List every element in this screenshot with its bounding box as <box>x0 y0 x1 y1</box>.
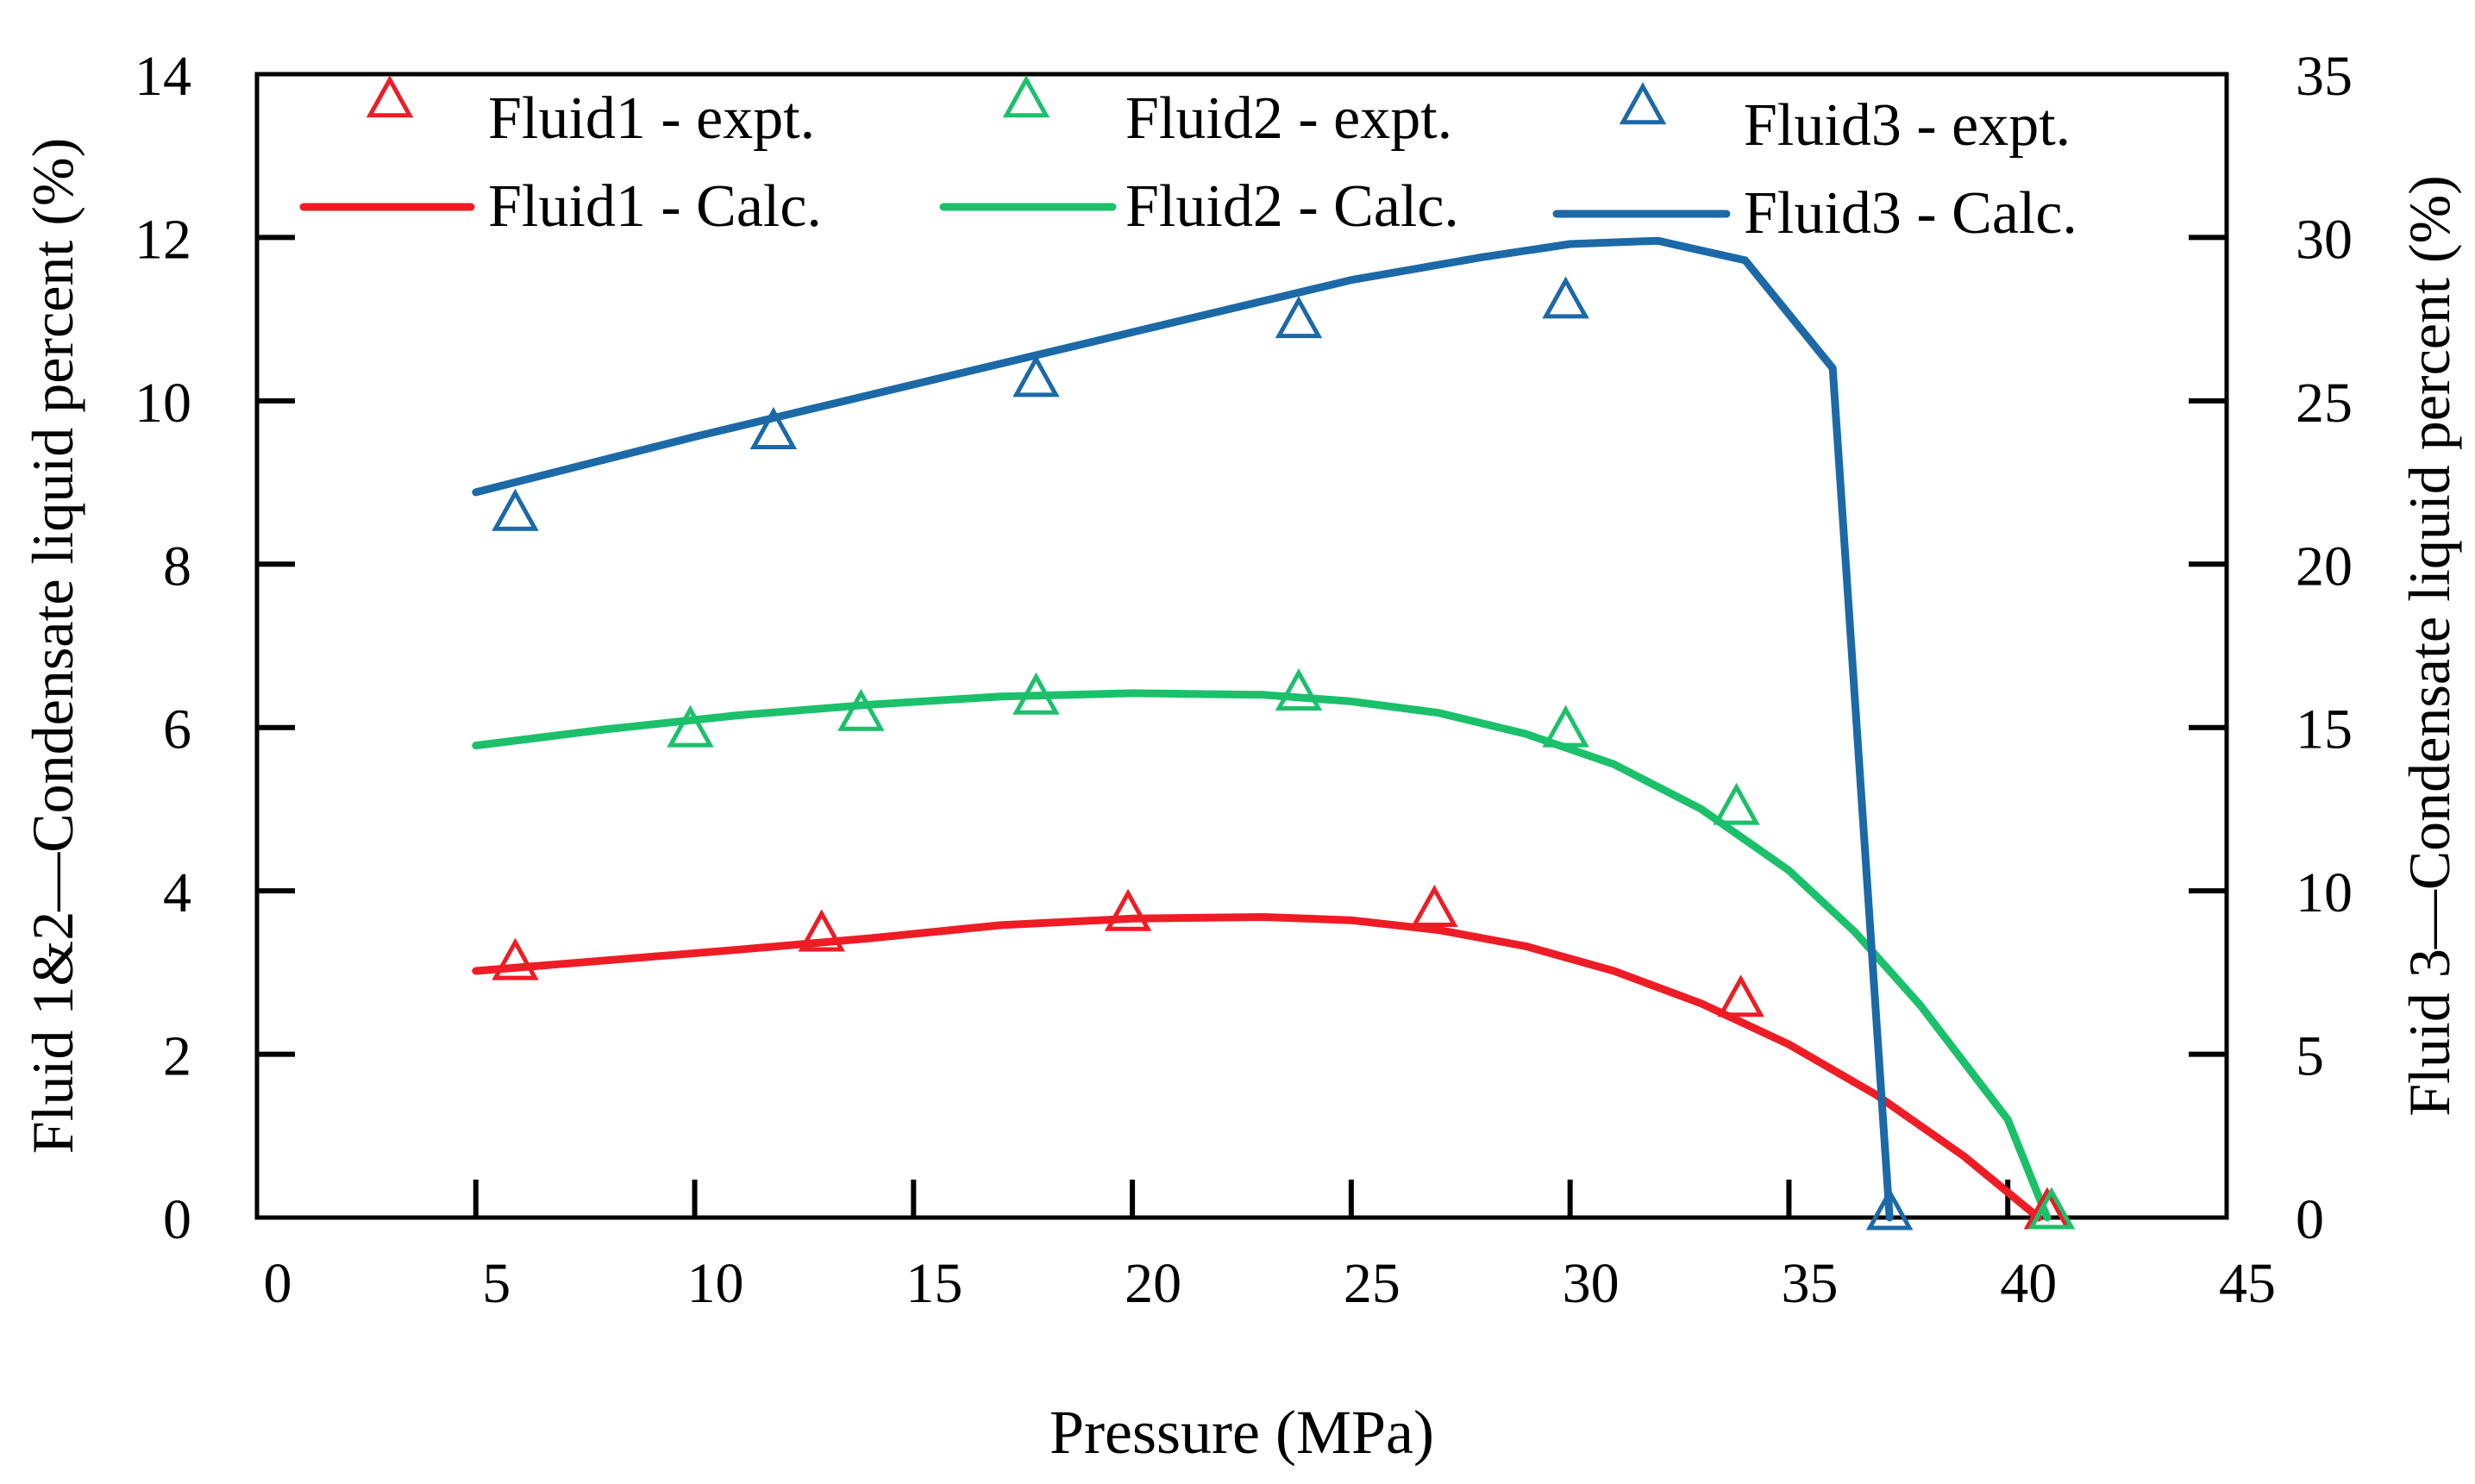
x-tick-label: 40 <box>2000 1252 2057 1315</box>
series-marker-point <box>492 937 539 980</box>
y-left-tick-label: 14 <box>135 45 191 108</box>
series-marker-point <box>667 704 714 748</box>
series-line-5 <box>472 689 2052 1222</box>
series-marker-point <box>1411 885 1458 928</box>
legend-label-calc-3: Fluid3 - Calc. <box>1744 180 2077 247</box>
series-line-4 <box>472 913 2043 1222</box>
x-tick-label: 25 <box>1344 1252 1400 1315</box>
series-line-6 <box>472 236 1894 1222</box>
series-marker-point <box>1275 296 1323 339</box>
x-tick-label: 45 <box>2219 1252 2276 1315</box>
series-marker-point <box>1104 888 1152 931</box>
plot-frame <box>254 72 2229 1220</box>
series-lines <box>472 236 2052 1222</box>
y-right-tick-label: 20 <box>2296 535 2353 598</box>
series-marker-point <box>1542 704 1589 748</box>
series-marker-point <box>1713 782 1760 825</box>
y-left-tick-label: 2 <box>163 1025 191 1088</box>
x-tick-label: 5 <box>482 1252 511 1315</box>
series-marker-point <box>1275 668 1323 711</box>
y-left-tick-label: 4 <box>163 861 191 924</box>
legend-label-calc-2: Fluid2 - Calc. <box>1125 173 1459 240</box>
y-left-tick-label: 0 <box>163 1188 191 1251</box>
series-marker-point <box>837 688 885 731</box>
series-marker-point <box>1717 974 1764 1018</box>
y-right-tick-label: 35 <box>2296 45 2353 108</box>
legend-marker-2 <box>1002 75 1050 118</box>
y-axis-left-label: Fluid 1&2—Condensate liquid percent (%) <box>20 138 85 1154</box>
series-marker-point <box>492 488 539 531</box>
legend-marker-1 <box>366 75 414 118</box>
series-marker-point <box>798 909 845 952</box>
series-marker-point <box>1012 672 1060 715</box>
y-left-tick-label: 8 <box>163 535 191 598</box>
series-marker-point <box>2027 1187 2076 1230</box>
x-tick-label: 15 <box>905 1252 962 1315</box>
legend-label-calc-1: Fluid1 - Calc. <box>488 173 822 240</box>
series-marker-point <box>1012 354 1060 398</box>
legend-label-expt-1: Fluid1 - expt. <box>488 85 815 152</box>
x-tick-label: 0 <box>264 1252 292 1315</box>
series-marker-point <box>749 406 798 449</box>
y-right-tick-label: 30 <box>2296 208 2353 271</box>
axis-tick-labels: 0 5 10 15 20 25 30 35 40 45 0 2 4 6 8 10 12 14 0 5 10 15 20 25 3… <box>135 45 2353 1315</box>
legend: Fluid1 - expt. Fluid2 - expt. Fluid3 - exp… <box>299 75 2077 247</box>
y-right-tick-label: 10 <box>2296 861 2353 924</box>
y-right-tick-label: 5 <box>2296 1025 2324 1088</box>
series-marker-point <box>1542 276 1589 319</box>
y-right-tick-label: 15 <box>2296 698 2353 761</box>
x-tick-label: 30 <box>1563 1252 1620 1315</box>
x-axis-label: Pressure (MPa) <box>1050 1398 1434 1467</box>
y-left-tick-label: 6 <box>163 698 191 761</box>
y-right-tick-label: 0 <box>2296 1188 2324 1251</box>
y-axis-right-label: Fluid 3—Condensate liquid percent (%) <box>2397 175 2462 1117</box>
x-tick-label: 10 <box>687 1252 744 1315</box>
series-markers <box>492 276 2076 1230</box>
axis-ticks <box>257 235 2227 1218</box>
legend-label-expt-3: Fluid3 - expt. <box>1744 92 2071 159</box>
legend-marker-3 <box>1619 82 1667 125</box>
x-tick-label: 35 <box>1781 1252 1838 1315</box>
series-marker-point <box>1865 1187 1914 1230</box>
x-tick-label: 20 <box>1125 1252 1181 1315</box>
y-left-tick-label: 10 <box>135 372 191 435</box>
y-left-tick-label: 12 <box>135 208 191 271</box>
y-right-tick-label: 25 <box>2296 372 2353 435</box>
legend-label-expt-2: Fluid2 - expt. <box>1125 85 1452 152</box>
